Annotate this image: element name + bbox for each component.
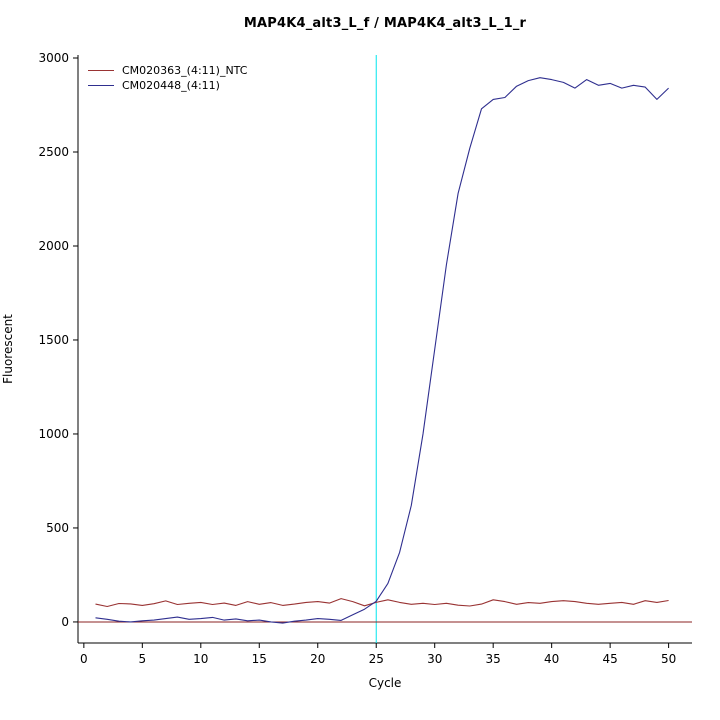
x-tick-label: 30 [427, 652, 442, 666]
y-tick-label: 2500 [38, 145, 69, 159]
y-tick-label: 1000 [38, 427, 69, 441]
x-tick-label: 5 [139, 652, 147, 666]
y-tick-label: 3000 [38, 51, 69, 65]
y-tick-label: 2000 [38, 239, 69, 253]
legend: CM020363_(4:11)_NTC CM020448_(4:11) [88, 63, 247, 93]
series-line-1 [95, 77, 669, 624]
x-tick-label: 40 [544, 652, 559, 666]
x-tick-label: 0 [80, 652, 88, 666]
legend-line-swatch-sample [88, 85, 114, 86]
legend-item-sample: CM020448_(4:11) [88, 78, 247, 93]
legend-item-ntc: CM020363_(4:11)_NTC [88, 63, 247, 78]
series-line-0 [95, 598, 669, 608]
x-tick-label: 25 [369, 652, 384, 666]
x-tick-label: 35 [486, 652, 501, 666]
legend-label-sample: CM020448_(4:11) [122, 79, 220, 92]
x-axis-title: Cycle [368, 676, 402, 690]
y-tick-label: 1500 [38, 333, 69, 347]
y-tick-label: 0 [61, 615, 69, 629]
x-tick-label: 15 [252, 652, 267, 666]
x-tick-label: 45 [602, 652, 617, 666]
chart-title: MAP4K4_alt3_L_f / MAP4K4_alt3_L_1_r [243, 16, 527, 31]
x-tick-label: 10 [193, 652, 208, 666]
x-tick-label: 20 [310, 652, 325, 666]
y-axis-title: Fluorescent [1, 314, 15, 384]
x-tick-label: 50 [661, 652, 676, 666]
legend-line-swatch-ntc [88, 70, 114, 71]
legend-label-ntc: CM020363_(4:11)_NTC [122, 64, 248, 77]
y-tick-label: 500 [46, 521, 69, 535]
